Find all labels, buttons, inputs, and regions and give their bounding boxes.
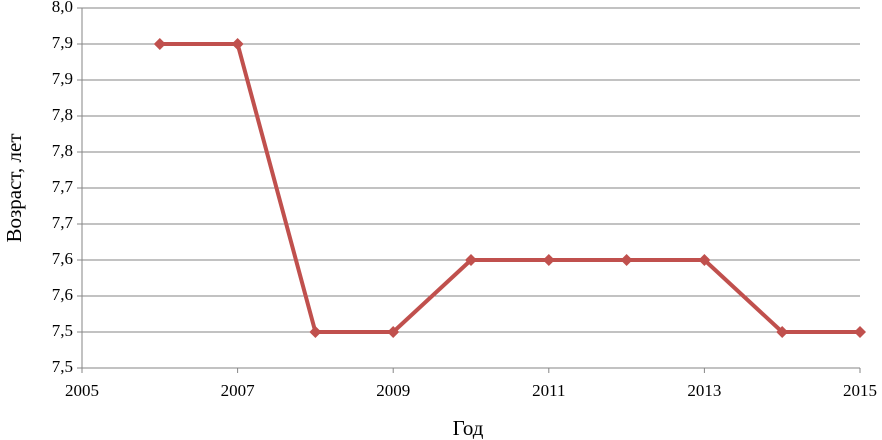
marker xyxy=(854,326,866,338)
marker xyxy=(387,326,400,338)
series-line xyxy=(159,42,860,334)
x-tick-label: 2011 xyxy=(532,381,565,400)
y-tick-label: 8,0 xyxy=(52,0,73,16)
y-tick-label: 7,9 xyxy=(52,69,73,88)
y-tick-label: 7,6 xyxy=(52,249,73,268)
y-axis-label: Возраст, лет xyxy=(2,133,26,242)
x-tick-label: 2013 xyxy=(687,381,721,400)
y-tick-label: 7,6 xyxy=(52,285,73,304)
x-tick-label: 2005 xyxy=(65,381,99,400)
y-tick-label: 7,8 xyxy=(52,105,73,124)
marker xyxy=(620,254,633,266)
x-tick-label: 2015 xyxy=(843,381,877,400)
marker xyxy=(465,254,477,266)
y-tick-label: 7,7 xyxy=(52,177,74,196)
marker xyxy=(698,254,711,266)
y-tick-label: 7,5 xyxy=(52,321,73,340)
marker xyxy=(542,254,555,266)
y-tick-label: 7,5 xyxy=(52,357,73,376)
y-tick-label: 7,7 xyxy=(52,213,74,232)
x-tick-label: 2007 xyxy=(221,381,256,400)
y-tick-label: 7,8 xyxy=(52,141,73,160)
marker xyxy=(309,326,322,338)
marker xyxy=(153,38,166,50)
x-axis-label: Год xyxy=(453,416,484,440)
marker xyxy=(776,326,789,338)
marker xyxy=(231,38,244,50)
y-tick-label: 7,9 xyxy=(52,33,73,52)
x-tick-label: 2009 xyxy=(376,381,410,400)
